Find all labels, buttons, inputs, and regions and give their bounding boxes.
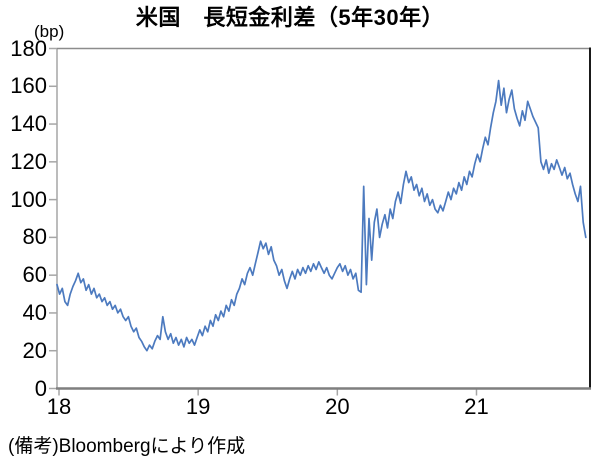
y-axis-unit-label: (bp) — [34, 22, 65, 41]
chart-title: 米国 長短金利差（5年30年） — [135, 5, 445, 30]
y-tick-label: 120 — [10, 148, 47, 174]
y-tick-label: 140 — [10, 111, 47, 137]
x-tick-label: 21 — [464, 393, 489, 419]
y-tick-label: 20 — [22, 337, 47, 363]
source-note: (備考)Bloombergにより作成 — [8, 436, 246, 457]
y-tick-label: 0 — [34, 375, 47, 401]
spread-line-series — [56, 79, 587, 352]
y-tick-label: 60 — [22, 262, 47, 288]
y-tick-label: 180 — [10, 35, 47, 61]
y-tick-label: 80 — [22, 224, 47, 250]
y-tick-label: 40 — [22, 299, 47, 325]
x-tick-label: 18 — [46, 393, 72, 419]
y-tick-label: 100 — [10, 186, 47, 212]
x-tick-label: 20 — [325, 393, 350, 419]
y-tick-label: 160 — [10, 73, 47, 99]
x-tick-label: 19 — [185, 393, 211, 419]
